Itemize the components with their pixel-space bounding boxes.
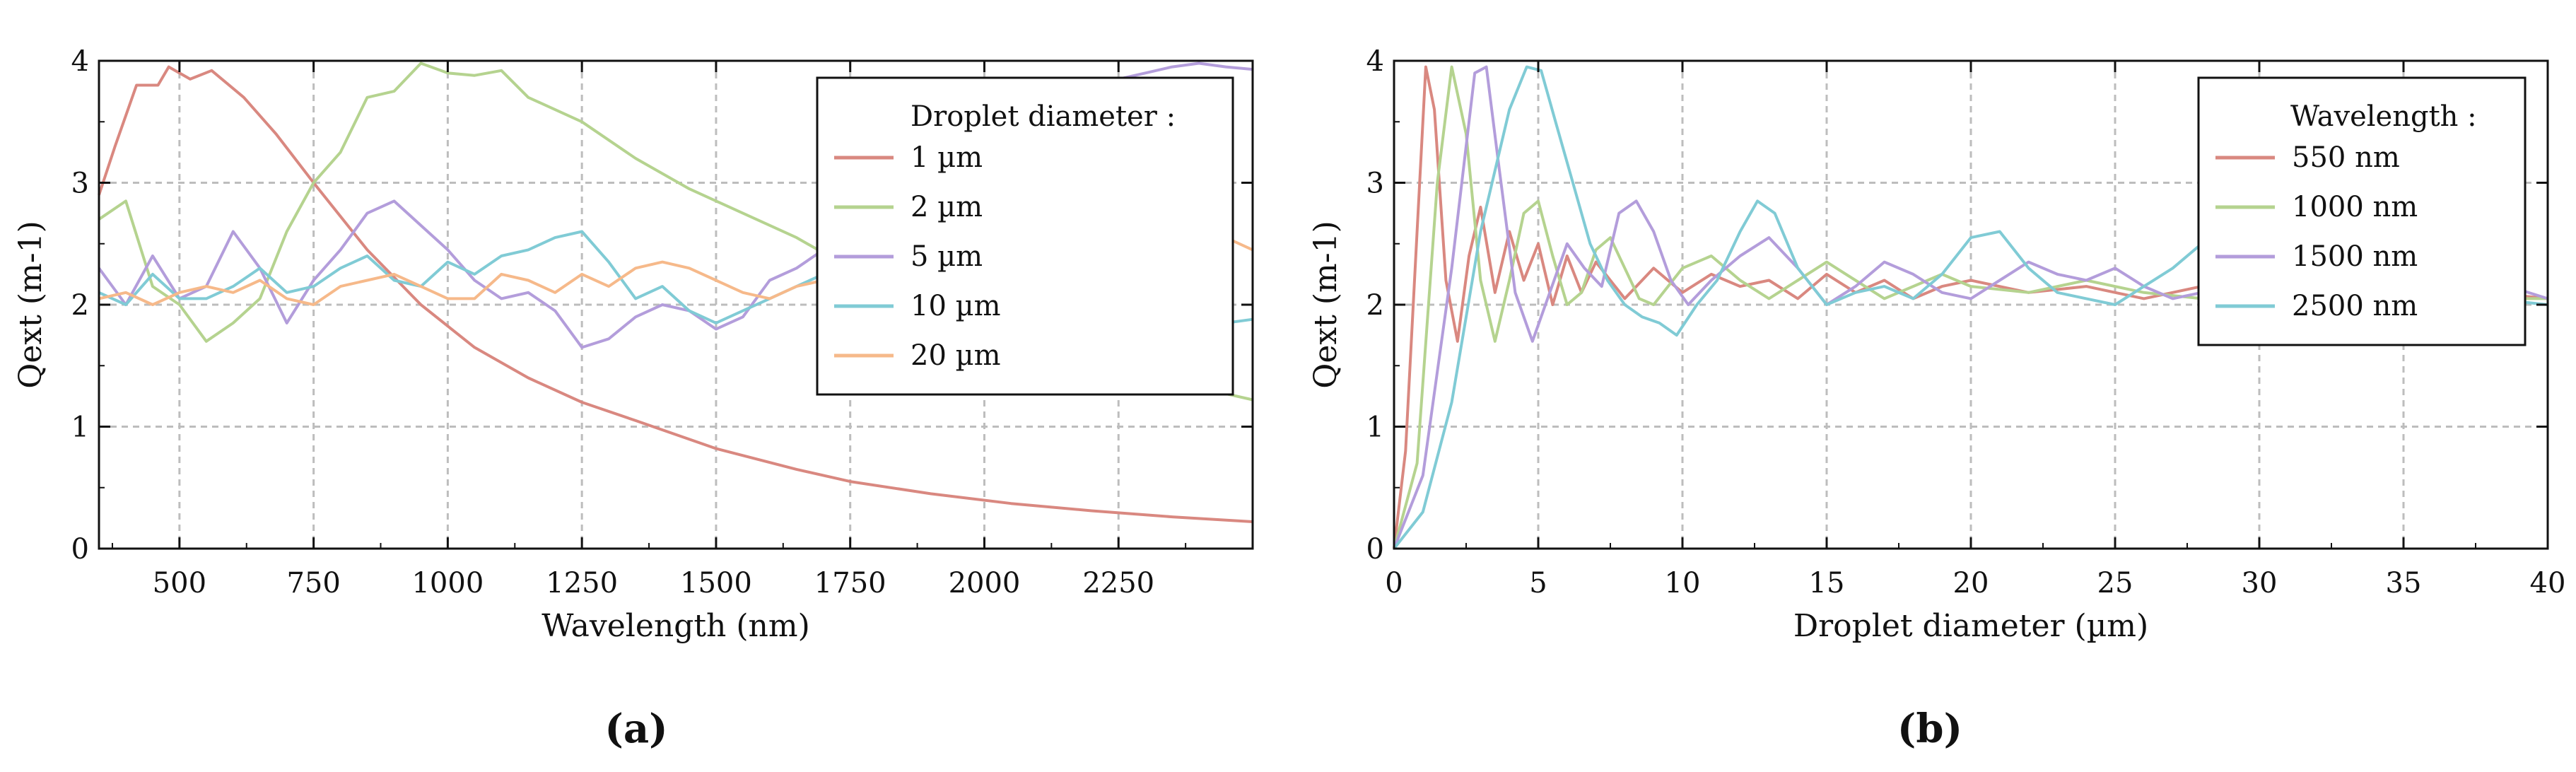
x-tick-label: 40 <box>2530 567 2566 600</box>
y-tick-label: 1 <box>71 411 89 444</box>
legend-label: 5 µm <box>911 240 983 273</box>
x-axis-label: Wavelength (nm) <box>541 608 810 644</box>
x-axis-label: Droplet diameter (µm) <box>1793 608 2148 644</box>
x-tick-label: 30 <box>2242 567 2278 600</box>
legend-label: 2 µm <box>911 191 983 223</box>
x-tick-label: 25 <box>2097 567 2133 600</box>
panel-label: (a) <box>604 706 667 752</box>
y-tick-label: 0 <box>71 533 89 566</box>
x-tick-label: 750 <box>286 567 340 600</box>
legend-label: 550 nm <box>2292 141 2400 174</box>
x-tick-label: 1250 <box>546 567 618 600</box>
x-tick-label: 20 <box>1953 567 1989 600</box>
x-tick-label: 1750 <box>814 567 886 600</box>
y-tick-label: 2 <box>71 289 89 322</box>
y-tick-label: 4 <box>71 45 89 78</box>
legend-label: 1 µm <box>911 141 983 174</box>
legend-title: Wavelength : <box>2290 100 2477 133</box>
y-axis-label: Qext (m-1) <box>1308 221 1344 389</box>
legend-box <box>816 76 1234 396</box>
y-tick-label: 4 <box>1366 45 1384 78</box>
legend: Droplet diameter : 1 µm 2 µm 5 µm 10 µm 20 µ… <box>816 76 1234 396</box>
legend-title: Droplet diameter : <box>911 100 1176 133</box>
y-tick-label: 1 <box>1366 411 1384 444</box>
x-tick-label: 1500 <box>680 567 752 600</box>
x-tick-label: 2000 <box>949 567 1021 600</box>
x-tick-label: 1000 <box>411 567 484 600</box>
series-line <box>1393 65 2548 549</box>
series-line <box>98 65 1253 523</box>
x-tick-label: 2250 <box>1082 567 1154 600</box>
legend-label: 1500 nm <box>2292 240 2418 273</box>
x-tick-label: 10 <box>1665 567 1701 600</box>
panel-label: (b) <box>1897 706 1962 752</box>
legend-label: 2500 nm <box>2292 290 2418 322</box>
y-tick-label: 0 <box>1366 533 1384 566</box>
x-tick-label: 500 <box>153 567 206 600</box>
y-tick-label: 2 <box>1366 289 1384 322</box>
panel-b: 0 5 10 15 20 25 30 35 40 0 1 2 3 4 Droplet diameter (… <box>1308 45 2565 752</box>
y-tick-label: 3 <box>71 168 89 200</box>
legend-box <box>2197 76 2527 346</box>
x-tick-label: 5 <box>1529 567 1547 600</box>
y-tick-label: 3 <box>1366 168 1384 200</box>
x-tick-label: 35 <box>2386 567 2422 600</box>
x-tick-label: 0 <box>1385 567 1403 600</box>
legend-label: 1000 nm <box>2292 191 2418 223</box>
legend-label: 10 µm <box>911 290 1001 322</box>
legend-label: 20 µm <box>911 339 1001 372</box>
panel-a: 500 750 1000 1250 1500 1750 2000 2250 0 1 2 3 4 Wave… <box>13 45 1254 752</box>
y-axis-label: Qext (m-1) <box>13 221 49 389</box>
legend: Wavelength : 550 nm 1000 nm 1500 nm 2500 nm <box>2197 76 2527 346</box>
x-tick-label: 15 <box>1809 567 1845 600</box>
